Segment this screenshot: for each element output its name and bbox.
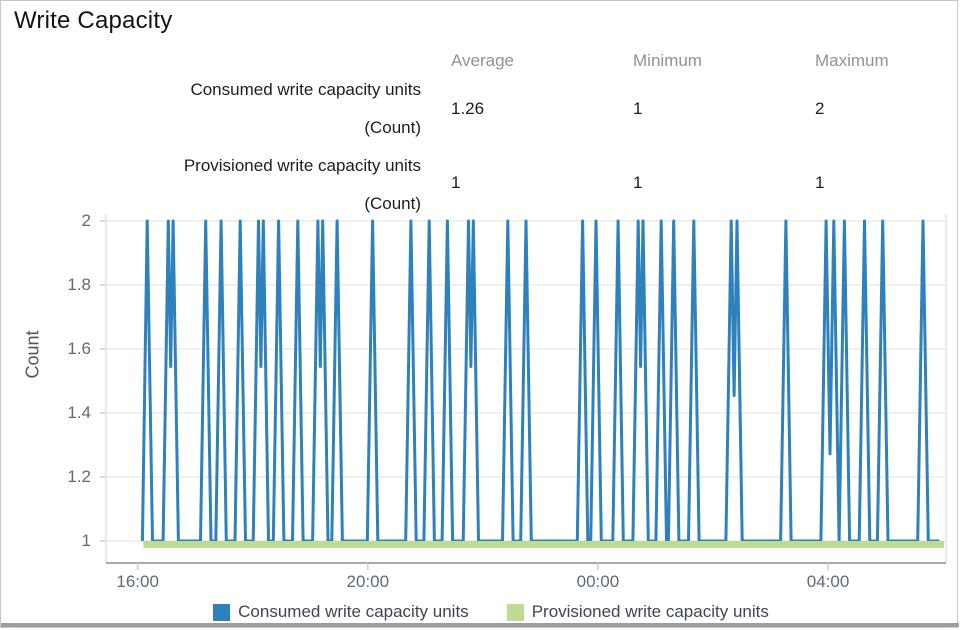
consumed-series-line (140, 219, 940, 543)
stats-value-consumed-average: 1.26 (451, 99, 485, 118)
x-tick-label: 00:00 (576, 572, 620, 591)
stats-row-label-consumed: Consumed write capacity units (Count) (1, 71, 421, 147)
stats-value-consumed-minimum: 1 (633, 99, 643, 118)
stats-value-provisioned-average: 1 (451, 173, 461, 192)
metric-unit: (Count) (364, 194, 421, 213)
metric-name: Provisioned write capacity units (183, 156, 421, 175)
page-title: Write Capacity (14, 7, 173, 34)
stats-table: Average Minimum Maximum Consumed write c… (1, 43, 933, 219)
legend-item-consumed[interactable]: Consumed write capacity units (213, 602, 469, 622)
y-tick-label: 1.4 (67, 403, 91, 422)
y-tick-label: 1.8 (67, 275, 91, 294)
chart-legend: Consumed write capacity units Provisione… (1, 602, 960, 622)
stats-header-average: Average (451, 51, 515, 70)
x-tick-label: 16:00 (116, 572, 159, 591)
y-tick-label: 2 (81, 211, 91, 230)
bottom-scrollbar[interactable] (1, 623, 959, 627)
metric-unit: (Count) (364, 118, 421, 137)
stats-row-label-provisioned: Provisioned write capacity units (Count) (1, 147, 421, 219)
x-tick-label: 04:00 (806, 572, 850, 591)
stats-value-consumed-maximum: 2 (815, 99, 825, 118)
stats-value-provisioned-minimum: 1 (633, 173, 643, 192)
stats-header-minimum: Minimum (633, 51, 702, 70)
stats-value-provisioned-maximum: 1 (815, 173, 825, 192)
legend-item-provisioned[interactable]: Provisioned write capacity units (506, 602, 769, 622)
consumed-color-swatch (213, 603, 231, 621)
provisioned-color-swatch (506, 603, 524, 621)
y-tick-label: 1.2 (67, 467, 91, 486)
y-tick-label: 1.6 (67, 339, 91, 358)
legend-label-consumed: Consumed write capacity units (238, 602, 469, 621)
x-tick-label: 20:00 (346, 572, 390, 591)
legend-label-provisioned: Provisioned write capacity units (531, 602, 769, 621)
y-tick-label: 1 (81, 531, 91, 550)
stats-header-maximum: Maximum (815, 51, 889, 70)
metric-name: Consumed write capacity units (190, 80, 421, 99)
